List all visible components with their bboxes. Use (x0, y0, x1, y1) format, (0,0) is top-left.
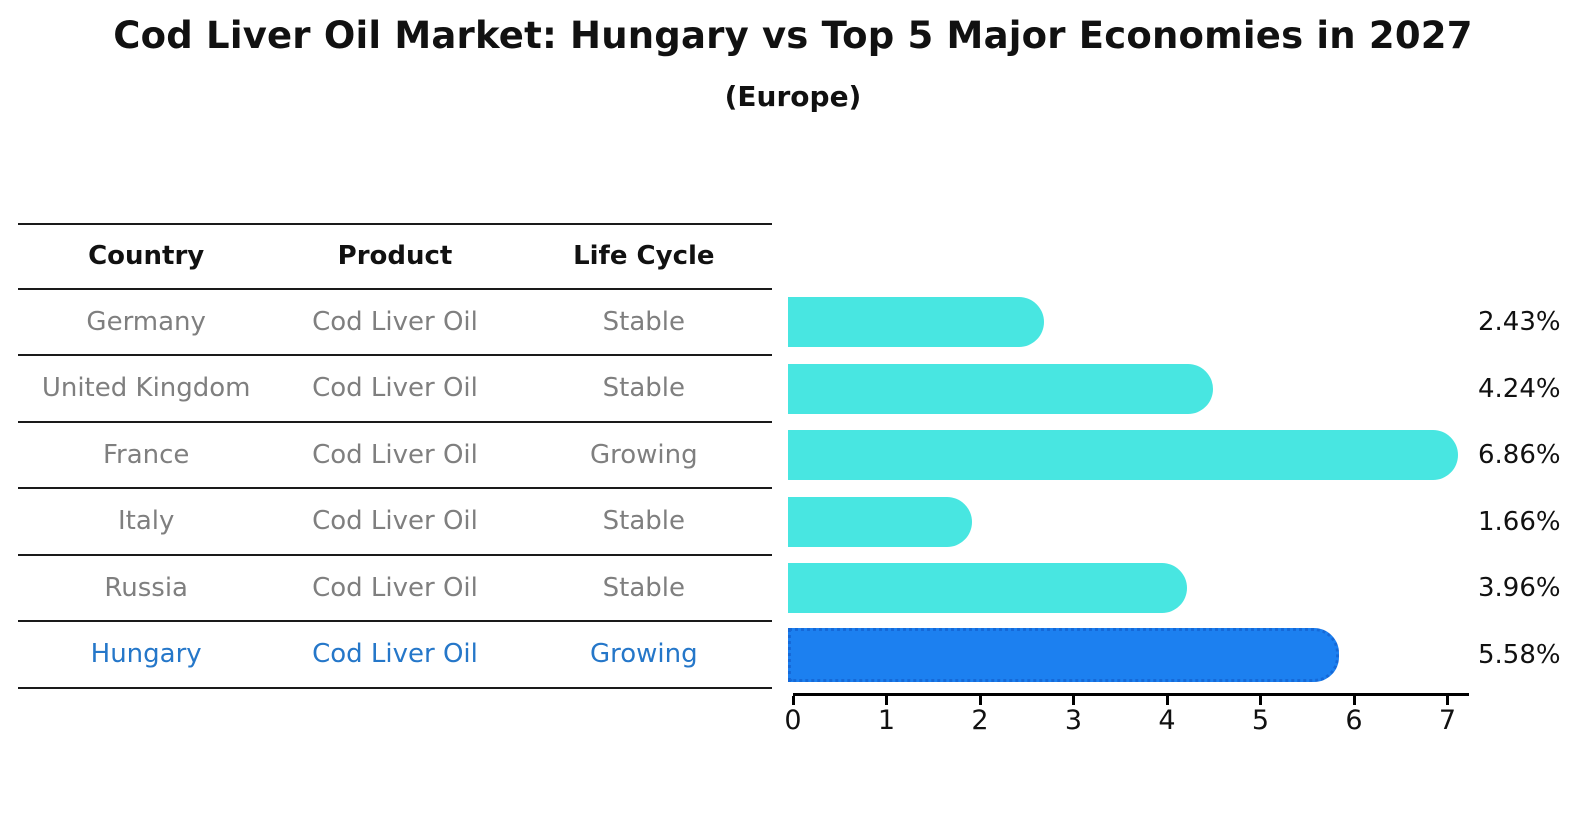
bar-value-label: 3.96% (1478, 573, 1561, 604)
x-axis-line (793, 693, 1469, 696)
cell-product: Cod Liver Oil (312, 506, 478, 537)
cell-country: Germany (86, 306, 206, 337)
x-axis-tick-label: 5 (1251, 705, 1270, 736)
cell-product: Cod Liver Oil (312, 439, 478, 470)
x-axis-tick-label: 3 (1064, 705, 1083, 736)
x-axis-tick-label: 1 (877, 705, 896, 736)
cell-life-cycle: Growing (589, 639, 698, 670)
cell-country: United Kingdom (41, 373, 251, 404)
x-axis-tick (885, 696, 888, 705)
bar-value-label: 5.58% (1478, 639, 1561, 670)
x-axis-tick-label: 0 (784, 705, 802, 736)
cell-life-cycle: Stable (602, 373, 685, 404)
table-row: Italy Cod Liver Oil Stable (18, 489, 772, 556)
bar-france (788, 430, 1459, 481)
cell-country: Russia (104, 572, 188, 603)
column-header-country: Country (88, 241, 205, 272)
bar-value-label: 6.86% (1478, 440, 1561, 471)
cell-product: Cod Liver Oil (312, 373, 478, 404)
x-axis-tick (1072, 696, 1075, 705)
table-row: France Cod Liver Oil Growing (18, 423, 772, 489)
cell-product: Cod Liver Oil (312, 639, 478, 670)
cell-country: Hungary (90, 639, 202, 670)
bar-united-kingdom (788, 363, 1214, 414)
table-row: United Kingdom Cod Liver Oil Stable (18, 356, 772, 423)
cell-life-cycle: Stable (602, 306, 685, 337)
cell-life-cycle: Stable (602, 506, 685, 537)
cell-life-cycle: Stable (602, 572, 685, 603)
x-axis-tick (791, 696, 795, 705)
data-table: Country Product Life Cycle Germany Cod L… (18, 223, 772, 689)
bar-value-label: 4.24% (1478, 373, 1561, 404)
x-axis-tick (1352, 696, 1356, 705)
table-row-highlighted: Hungary Cod Liver Oil Growing (18, 622, 772, 689)
table-row: Germany Cod Liver Oil Stable (18, 290, 772, 356)
cell-country: Italy (117, 506, 175, 537)
x-axis-tick (1165, 696, 1169, 705)
x-axis-tick-label: 7 (1438, 705, 1457, 736)
bar-value-label: 1.66% (1478, 506, 1561, 537)
bar-germany (788, 297, 1045, 348)
x-axis-tick (1446, 696, 1449, 705)
bar-value-label: 2.43% (1478, 307, 1561, 338)
bar-chart-plot-area (788, 289, 1469, 688)
table-row: Russia Cod Liver Oil Stable (18, 556, 772, 622)
x-axis-tick-label: 4 (1158, 705, 1176, 736)
x-axis-tick (1259, 696, 1262, 705)
bar-russia (788, 563, 1188, 614)
cell-product: Cod Liver Oil (312, 306, 478, 337)
x-axis-tick-label: 6 (1345, 705, 1363, 736)
cell-country: France (102, 439, 190, 470)
bar-italy (788, 496, 973, 547)
chart-subtitle: (Europe) (724, 80, 862, 113)
highlighted-bar-hungary (788, 627, 1339, 682)
cell-product: Cod Liver Oil (312, 572, 478, 603)
cell-life-cycle: Growing (589, 439, 698, 470)
x-axis-tick-label: 2 (971, 705, 989, 736)
column-header-life-cycle: Life Cycle (573, 241, 715, 272)
x-axis-tick (978, 696, 982, 705)
chart-title: Cod Liver Oil Market: Hungary vs Top 5 M… (113, 14, 1473, 57)
column-header-product: Product (337, 241, 453, 272)
table-header-row: Country Product Life Cycle (18, 223, 772, 290)
